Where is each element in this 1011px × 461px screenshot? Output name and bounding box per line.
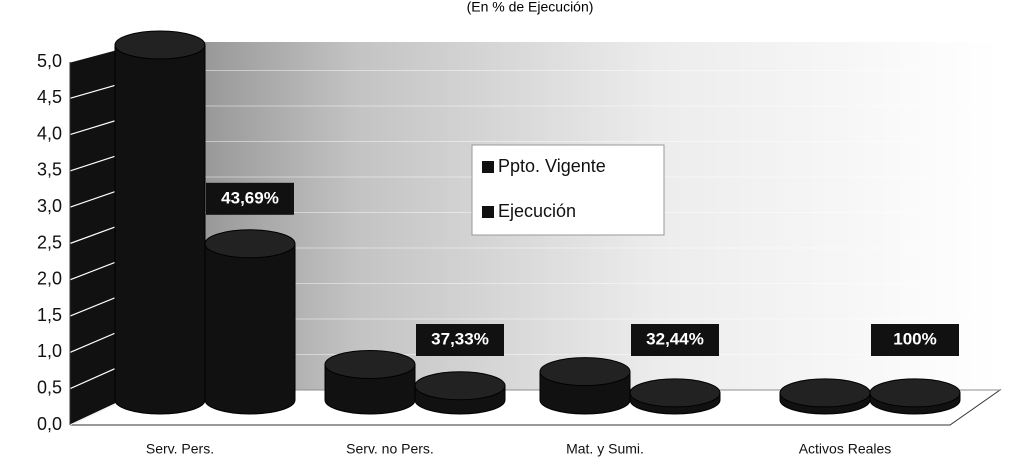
data-label: 32,44% xyxy=(646,329,704,348)
bar-top xyxy=(539,357,631,387)
y-tick-label: 3,5 xyxy=(37,160,62,180)
chart-title: (En % de Ejecución) xyxy=(467,0,594,15)
legend-box xyxy=(471,144,665,236)
data-label-box xyxy=(416,324,504,356)
y-tick-label: 3,0 xyxy=(37,196,62,216)
bar-top xyxy=(324,350,416,379)
data-label: 37,33% xyxy=(431,329,489,348)
bar-top xyxy=(114,30,206,60)
x-tick-label: Serv. no Pers. xyxy=(346,441,434,457)
data-label-box xyxy=(871,324,959,356)
bar xyxy=(204,243,296,415)
bar-top xyxy=(629,378,721,408)
y-tick-label: 4,5 xyxy=(37,87,62,107)
bar-top xyxy=(204,229,296,259)
data-label: 43,69% xyxy=(221,188,279,207)
bar xyxy=(114,44,206,415)
data-label-box xyxy=(631,324,719,356)
y-tick-label: 1,5 xyxy=(37,305,62,325)
bar-top xyxy=(869,378,961,408)
y-tick-label: 2,0 xyxy=(37,269,62,289)
y-tick-label: 2,5 xyxy=(37,232,62,252)
bar-top xyxy=(414,371,506,401)
y-tick-label: 4,0 xyxy=(37,123,62,143)
data-label-box xyxy=(206,182,294,215)
x-tick-label: Mat. y Sumi. xyxy=(566,441,644,457)
x-tick-label: Activos Reales xyxy=(799,441,892,457)
x-tick-label: Serv. Pers. xyxy=(146,441,214,457)
y-tick-label: 0,5 xyxy=(37,377,62,397)
bar-top xyxy=(779,378,871,408)
legend-swatch xyxy=(482,161,494,173)
data-label: 100% xyxy=(893,329,936,348)
y-tick-label: 1,0 xyxy=(37,341,62,361)
y-tick-label: 0,0 xyxy=(37,414,62,434)
legend-label: Ejecución xyxy=(498,201,576,221)
legend-label: Ppto. Vigente xyxy=(498,156,606,176)
legend-swatch xyxy=(482,206,494,218)
y-tick-label: 5,0 xyxy=(37,51,62,71)
